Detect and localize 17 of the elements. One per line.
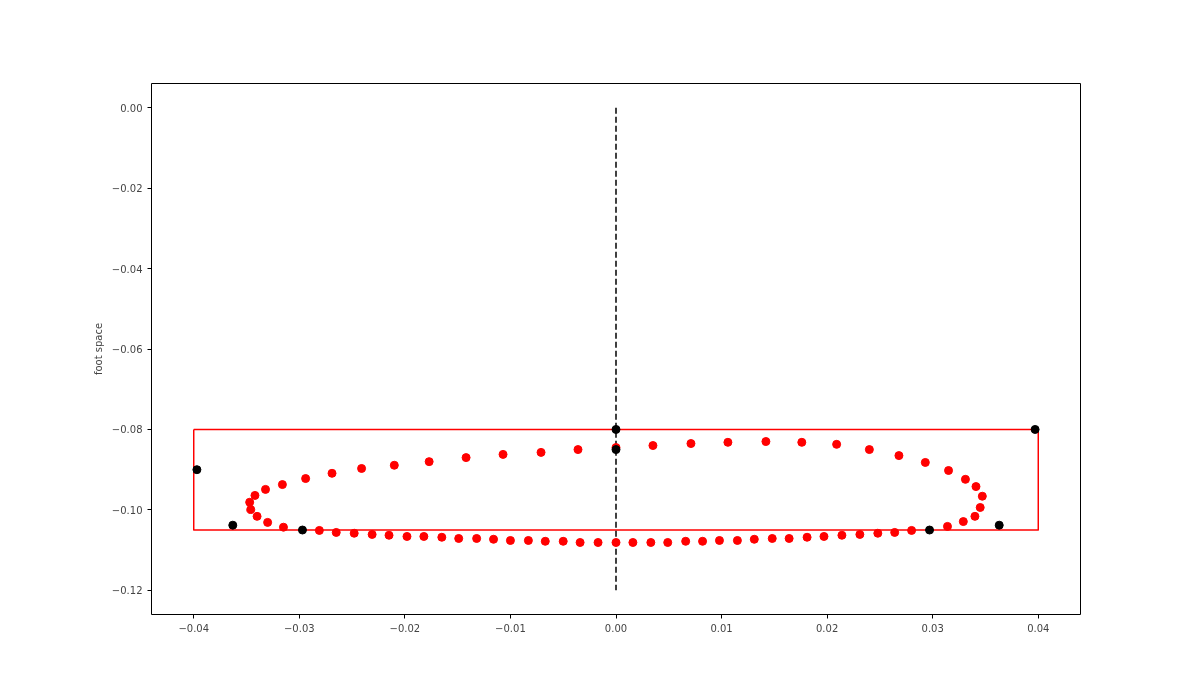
x-tick-label: 0.01 [710, 622, 733, 634]
x-tick-label: 0.03 [921, 622, 944, 634]
x-tick-label: 0.00 [604, 622, 628, 634]
y-tick-label: 0.00 [120, 102, 143, 114]
y-tick-label: −0.10 [111, 504, 143, 516]
x-tick-label: 0.04 [1027, 622, 1050, 634]
y-tick-label: −0.06 [111, 344, 143, 355]
x-tick-label: −0.02 [389, 622, 421, 634]
x-tick-label: −0.03 [283, 622, 315, 634]
x-tick-label: −0.04 [178, 622, 210, 634]
x-tick-label: −0.01 [495, 622, 526, 634]
y-axis-title: foot space [92, 322, 104, 376]
y-tick-label: −0.08 [111, 424, 143, 436]
x-tick-label: 0.02 [816, 622, 839, 634]
y-tick-label: −0.12 [111, 585, 143, 597]
y-tick-label: −0.02 [111, 183, 143, 195]
y-tick-label: −0.04 [111, 263, 143, 275]
